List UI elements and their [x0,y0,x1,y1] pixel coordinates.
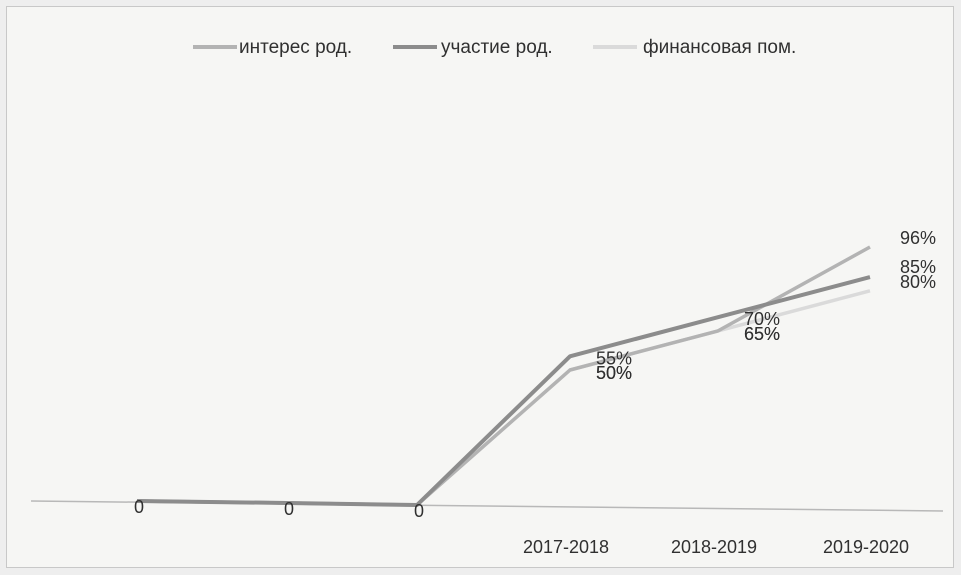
legend-item: финансовая пом. [593,37,796,58]
data-label: 50% [596,363,632,383]
x-axis-tick-labels: 2017-2018 2018-2019 2019-2020 [523,537,909,557]
series-line-2 [136,275,871,507]
legend-item: интерес род. [193,37,352,58]
x-tick-label: 2017-2018 [523,537,609,557]
data-labels: 0 0 050%65%96%55%70%85%50%65%80% [134,228,936,521]
x-tick-label: 2019-2020 [823,537,909,557]
legend-label: финансовая пом. [643,37,796,58]
data-label: 85% [900,257,936,277]
chart-frame: интерес род. участие род. финансовая пом. … [6,6,954,568]
legend-label: интерес род. [239,37,352,58]
data-label: 65% [744,324,780,344]
data-label: 50% [596,363,632,383]
series-lines [136,245,871,507]
data-label: 0 [284,499,294,519]
series-line-1 [136,245,871,507]
legend-item: участие род. [393,37,553,58]
data-label: 0 [414,501,424,521]
data-label: 70% [744,309,780,329]
x-tick-label: 2018-2019 [671,537,757,557]
data-label: 65% [744,324,780,344]
data-label: 0 [134,497,144,517]
data-label: 80% [900,272,936,292]
data-label: 96% [900,228,936,248]
data-label: 55% [596,348,632,368]
line-chart: интерес род. участие род. финансовая пом. … [30,37,944,557]
legend-label: участие род. [441,37,553,58]
legend: интерес род. участие род. финансовая пом. [193,37,796,58]
